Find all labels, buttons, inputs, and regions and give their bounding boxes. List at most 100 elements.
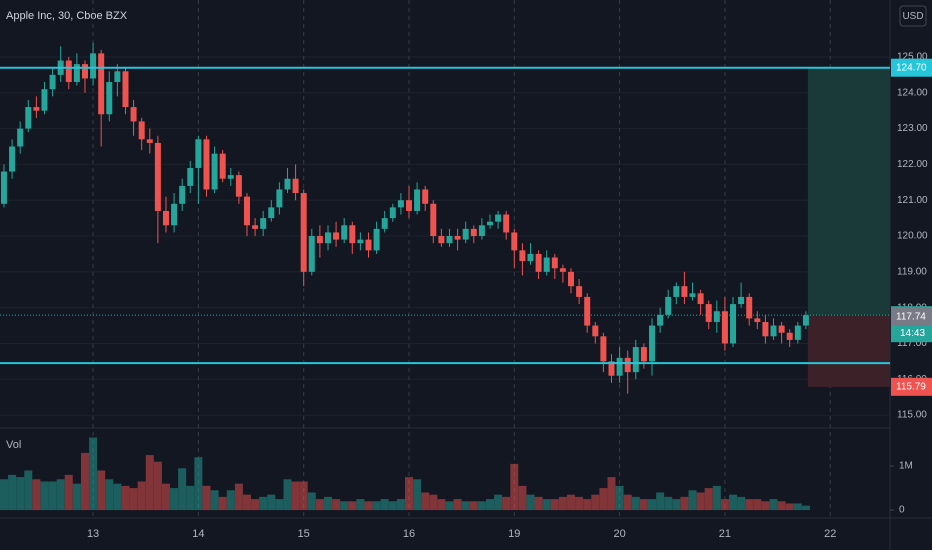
candle-body bbox=[616, 357, 623, 376]
candle-body bbox=[721, 311, 728, 344]
candle-body bbox=[746, 296, 753, 319]
currency-box[interactable] bbox=[899, 5, 927, 27]
volume-bar bbox=[267, 494, 276, 511]
volume-bar bbox=[299, 481, 308, 511]
candle-body bbox=[90, 53, 97, 79]
volume-bar bbox=[129, 488, 138, 511]
volume-bar bbox=[599, 488, 608, 511]
volume-bar bbox=[64, 474, 73, 511]
volume-bar bbox=[72, 483, 81, 511]
volume-bar bbox=[469, 501, 478, 511]
volume-bar bbox=[761, 501, 770, 511]
candle-body bbox=[486, 221, 493, 226]
x-tick-label: 13 bbox=[87, 528, 99, 540]
volume-bar bbox=[720, 499, 729, 511]
candle-body bbox=[300, 193, 307, 272]
volume-bar bbox=[161, 483, 170, 511]
volume-bar bbox=[502, 496, 511, 511]
candle-body bbox=[568, 271, 575, 287]
volume-bar bbox=[275, 499, 284, 511]
candle-body bbox=[187, 167, 194, 186]
volume-bar bbox=[664, 496, 673, 511]
volume-bar bbox=[153, 461, 162, 511]
volume-bar bbox=[396, 499, 405, 511]
candle-body bbox=[462, 228, 469, 240]
candle-body bbox=[98, 53, 105, 115]
candle-body bbox=[527, 253, 534, 262]
candle-body bbox=[349, 225, 356, 244]
candle-body bbox=[0, 171, 7, 204]
y-tick-label: 122.00 bbox=[897, 159, 928, 170]
price-label: 124.70 bbox=[896, 62, 927, 73]
candle-body bbox=[438, 236, 445, 244]
candle-body bbox=[608, 361, 615, 376]
loss-zone bbox=[807, 315, 890, 387]
price-label-bg bbox=[891, 377, 932, 396]
volume-bar bbox=[234, 483, 243, 511]
volume-bar bbox=[704, 488, 713, 511]
volume-bar bbox=[672, 499, 681, 511]
volume-bar bbox=[404, 477, 413, 511]
volume-bar bbox=[712, 485, 721, 511]
x-tick-label: 20 bbox=[613, 528, 625, 540]
candle-body bbox=[576, 286, 583, 297]
candle-body bbox=[778, 325, 785, 333]
candle-body bbox=[600, 336, 607, 362]
candle-body bbox=[324, 232, 331, 244]
volume-bar bbox=[688, 490, 697, 511]
volume-bar bbox=[485, 499, 494, 511]
volume-bar bbox=[567, 494, 576, 511]
volume-bar bbox=[315, 499, 324, 511]
candle-body bbox=[640, 347, 647, 362]
candle-body bbox=[584, 296, 591, 326]
candle-body bbox=[162, 210, 169, 226]
volume-bar bbox=[97, 470, 106, 511]
candle-body bbox=[154, 142, 161, 211]
candle-body bbox=[49, 74, 56, 90]
candle-body bbox=[9, 146, 16, 172]
candle-body bbox=[373, 228, 380, 251]
volume-bar bbox=[583, 499, 592, 511]
candle-body bbox=[519, 250, 526, 262]
volume-bar bbox=[550, 499, 559, 511]
candle-body bbox=[252, 225, 259, 229]
candle-body bbox=[649, 325, 656, 362]
y-tick-label: 0 bbox=[899, 505, 905, 516]
volume-bar bbox=[137, 481, 146, 511]
candle-body bbox=[235, 175, 242, 197]
candle-body bbox=[770, 325, 777, 337]
candle-body bbox=[41, 89, 48, 111]
candle-body bbox=[405, 200, 412, 211]
candle-body bbox=[276, 189, 283, 208]
candle-body bbox=[260, 218, 267, 229]
candle-body bbox=[122, 71, 129, 108]
volume-bar bbox=[769, 499, 778, 511]
candle-body bbox=[624, 357, 631, 373]
candle-body bbox=[203, 139, 210, 190]
candle-body bbox=[138, 121, 145, 140]
candle-body bbox=[559, 268, 566, 272]
volume-bar bbox=[510, 463, 519, 511]
price-label: 117.74 bbox=[896, 312, 926, 323]
volume-bar bbox=[785, 503, 794, 511]
volume-bar bbox=[202, 485, 211, 511]
volume-bar bbox=[113, 483, 122, 511]
candle-body bbox=[673, 286, 680, 297]
candle-body bbox=[422, 189, 429, 204]
volume-bar bbox=[48, 481, 57, 511]
candle-body bbox=[106, 82, 113, 115]
volume-bar bbox=[16, 477, 25, 511]
volume-bar bbox=[80, 452, 89, 511]
volume-bar bbox=[631, 496, 640, 511]
candle-body bbox=[551, 257, 558, 269]
candle-body bbox=[478, 225, 485, 237]
volume-bar bbox=[429, 494, 438, 511]
candle-body bbox=[495, 214, 502, 222]
candle-body bbox=[292, 178, 299, 194]
volume-bar bbox=[40, 481, 49, 511]
y-tick-label: 120.00 bbox=[897, 231, 928, 242]
x-tick-label: 15 bbox=[298, 528, 310, 540]
volume-bar bbox=[445, 501, 454, 511]
volume-bar bbox=[607, 477, 616, 511]
